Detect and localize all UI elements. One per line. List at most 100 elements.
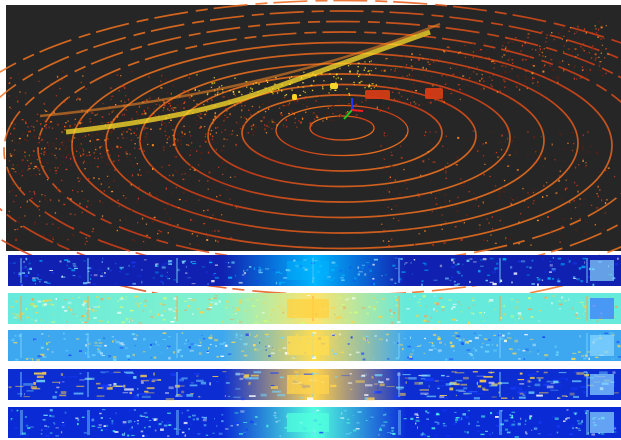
range-image-feature	[320, 435, 325, 437]
point-cloud-point	[51, 121, 54, 123]
point-cloud-point	[526, 69, 528, 72]
range-image-feature	[532, 343, 536, 347]
range-image-feature	[258, 271, 263, 274]
point-cloud-point	[425, 131, 427, 134]
range-image-feature	[581, 354, 585, 357]
range-image-feature	[577, 422, 582, 425]
range-image-feature	[32, 358, 34, 361]
range-image-feature	[421, 374, 431, 377]
point-cloud-point	[368, 85, 370, 88]
range-image-feature	[614, 427, 617, 430]
range-image-feature	[439, 395, 445, 399]
point-cloud-point	[38, 209, 40, 211]
point-cloud-point	[432, 244, 434, 246]
range-image-feature	[133, 409, 136, 411]
point-cloud-point	[85, 237, 87, 239]
range-image-marker	[586, 410, 589, 435]
point-cloud-point	[24, 74, 26, 76]
range-image-feature	[394, 257, 398, 259]
point-cloud-point	[135, 111, 138, 113]
point-cloud-point	[284, 94, 286, 97]
point-cloud-point	[188, 174, 190, 177]
point-cloud-point	[459, 51, 462, 53]
range-image-feature	[162, 339, 166, 340]
range-image-feature	[201, 395, 202, 399]
range-image-feature	[581, 265, 586, 269]
range-image-feature	[464, 341, 469, 344]
point-cloud-point	[9, 106, 11, 108]
range-image-feature	[284, 352, 289, 355]
point-cloud-point	[483, 87, 485, 90]
range-image-feature	[63, 299, 68, 301]
range-image-feature	[254, 336, 257, 338]
range-image-feature	[35, 312, 38, 314]
point-cloud-point	[19, 91, 21, 93]
range-image-feature	[488, 371, 495, 374]
point-cloud-point	[221, 161, 223, 164]
point-cloud-point	[596, 32, 598, 34]
range-image-feature	[275, 421, 278, 423]
point-cloud-point	[375, 67, 377, 70]
point-cloud-point	[443, 101, 445, 103]
point-cloud-point	[111, 190, 114, 193]
range-image-feature	[348, 340, 351, 343]
range-image-feature	[107, 321, 109, 324]
range-image-feature	[167, 435, 170, 438]
point-cloud-point	[313, 118, 316, 120]
range-image-feature	[77, 418, 80, 422]
range-image-feature	[456, 319, 458, 321]
point-cloud-point	[524, 42, 526, 44]
point-cloud-point	[96, 166, 99, 168]
range-image-feature	[166, 348, 168, 350]
point-cloud-point	[21, 175, 23, 177]
point-cloud-point	[177, 134, 179, 136]
point-cloud-point	[113, 110, 115, 112]
range-image-feature	[106, 297, 111, 300]
point-cloud-point	[65, 122, 67, 124]
range-image-feature	[517, 260, 522, 262]
point-cloud-point	[53, 145, 55, 148]
point-cloud-point	[80, 154, 82, 157]
range-image-feature	[245, 377, 252, 380]
range-image-feature	[397, 342, 399, 344]
point-cloud-point	[181, 120, 183, 122]
range-image-feature	[435, 434, 438, 437]
range-image-feature	[64, 259, 69, 261]
point-cloud-point	[587, 131, 589, 134]
point-cloud-point	[217, 240, 219, 243]
range-image-feature	[127, 420, 132, 423]
point-cloud-point	[17, 73, 20, 75]
point-cloud-point	[92, 228, 94, 230]
point-cloud-point	[191, 94, 193, 97]
point-cloud-point	[347, 104, 349, 106]
range-image-feature	[488, 339, 491, 341]
point-cloud-point	[126, 131, 128, 133]
range-image-feature	[451, 258, 454, 262]
range-image-feature	[283, 277, 287, 279]
point-cloud-point	[146, 171, 148, 173]
point-cloud-point	[425, 68, 427, 70]
range-image-feature	[266, 424, 269, 428]
point-cloud-point	[340, 114, 342, 117]
range-image-feature	[61, 422, 65, 423]
point-cloud-point	[39, 135, 41, 138]
range-image-feature	[77, 422, 79, 426]
point-cloud-point	[146, 127, 149, 129]
range-image-feature	[218, 432, 223, 435]
range-image-feature	[39, 281, 41, 283]
point-cloud-point	[146, 133, 148, 135]
range-image-feature	[30, 385, 37, 389]
point-cloud-point	[522, 218, 524, 220]
range-image-feature	[456, 270, 460, 273]
point-cloud-point	[33, 167, 35, 170]
pedestrian-cluster	[292, 94, 297, 100]
point-cloud-point	[435, 197, 437, 199]
point-cloud-point	[64, 129, 66, 131]
point-cloud-point	[518, 243, 521, 245]
point-cloud-point	[134, 240, 136, 242]
point-cloud-point	[108, 157, 110, 160]
range-image-hotspot	[287, 299, 329, 318]
range-image-feature	[291, 357, 296, 359]
range-image-feature	[489, 433, 492, 436]
range-image-feature	[150, 357, 152, 359]
